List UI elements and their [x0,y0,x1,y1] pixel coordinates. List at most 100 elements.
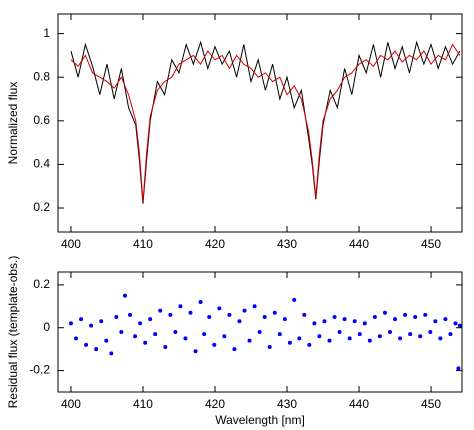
residual-point [178,304,183,309]
residual-point [277,332,282,337]
residual-point [403,312,408,317]
x-tick-label: 430 [277,397,297,411]
residual-point [393,317,398,322]
residual-point [148,317,153,322]
residual-point [257,330,262,334]
residual-point [89,323,94,328]
residual-point [457,323,462,328]
residual-point [252,304,257,309]
x-tick-label: 430 [277,237,297,251]
residual-point [168,312,173,317]
residual-point [312,321,317,326]
x-tick-label: 440 [349,397,369,411]
residual-point [456,366,461,371]
y-tick-label: 0.2 [33,277,50,291]
residual-point [232,347,237,352]
residual-point [119,330,124,334]
residual-point [438,336,443,341]
panel: 400 410 420 430 440 450 -0.2 0 0.2 Residual flux … [6,256,463,427]
residual-point [372,315,377,319]
y-tick-label: 0 [43,320,50,334]
residual-point [443,317,448,322]
residual-point [94,347,99,352]
residual-point [317,334,322,339]
plot-frame [57,271,463,393]
residual-point [247,338,252,343]
residual-point [207,315,212,319]
residual-point [408,332,413,337]
residual-point [109,351,114,356]
residual-point [188,310,193,315]
residual-point [367,338,372,343]
panel: 400 410 420 430 440 450 0.2 0.4 0.6 0.8 1 Normalize… [6,13,463,251]
residual-point [242,308,247,313]
x-tick-label: 450 [421,237,441,251]
x-axis-label: Wavelength [nm] [215,413,305,427]
residual-point [222,334,227,339]
y-tick-label: 0.6 [33,113,50,127]
residual-point [173,330,178,334]
plot-area [68,293,462,371]
residual-point [272,310,277,315]
residual-point [347,336,352,341]
residual-point [227,312,232,317]
x-tick-label: 410 [133,397,153,411]
plot-frame [57,13,463,233]
residual-point [377,334,382,339]
residual-point [267,345,272,349]
residual-point [433,319,438,324]
residual-point [398,336,403,341]
residual-point [342,317,347,322]
x-tick-label: 450 [421,397,441,411]
residual-point [352,319,357,324]
residual-point [453,321,458,326]
residual-point [322,319,327,324]
residual-point [99,319,104,324]
residual-point [163,345,168,349]
residual-point [198,300,203,304]
residual-point [337,330,342,334]
y-axis-label: Residual flux (template-obs.) [6,256,20,409]
residual-point [382,310,387,315]
residual-point [193,349,198,354]
residual-point [74,336,79,341]
residual-point [327,338,332,343]
x-tick-label: 420 [205,397,225,411]
residual-point [183,336,188,341]
residual-point [423,312,428,317]
residual-point [387,330,392,334]
x-tick-label: 420 [205,237,225,251]
residual-point [282,317,287,322]
residual-point [104,338,109,343]
residual-point [413,315,418,319]
residual-point [237,319,242,324]
residual-point [138,321,143,326]
residual-point [202,332,207,337]
residual-point [79,317,84,322]
residual-point [418,334,423,339]
residual-point [307,342,312,347]
x-tick-label: 400 [61,237,81,251]
x-tick-label: 400 [61,397,81,411]
y-tick-label: 1 [43,26,50,40]
y-tick-label: 0.4 [33,157,50,171]
residual-point [143,340,148,345]
residual-point [212,342,217,347]
y-tick-label: -0.2 [29,363,50,377]
residual-point [262,315,267,319]
residual-point [84,342,89,347]
residual-point [297,336,302,341]
y-axis-label: Normalized flux [6,82,20,165]
spectrum-line [70,43,461,202]
y-tick-label: 0.2 [33,200,50,214]
residual-point [122,293,127,298]
residual-point [448,332,453,337]
residual-point [68,321,73,326]
residual-point [287,340,292,345]
residual-point [153,332,158,337]
residual-point [217,306,222,311]
x-tick-label: 410 [133,237,153,251]
y-tick-label: 0.8 [33,69,50,83]
spectrum-line [70,40,461,204]
